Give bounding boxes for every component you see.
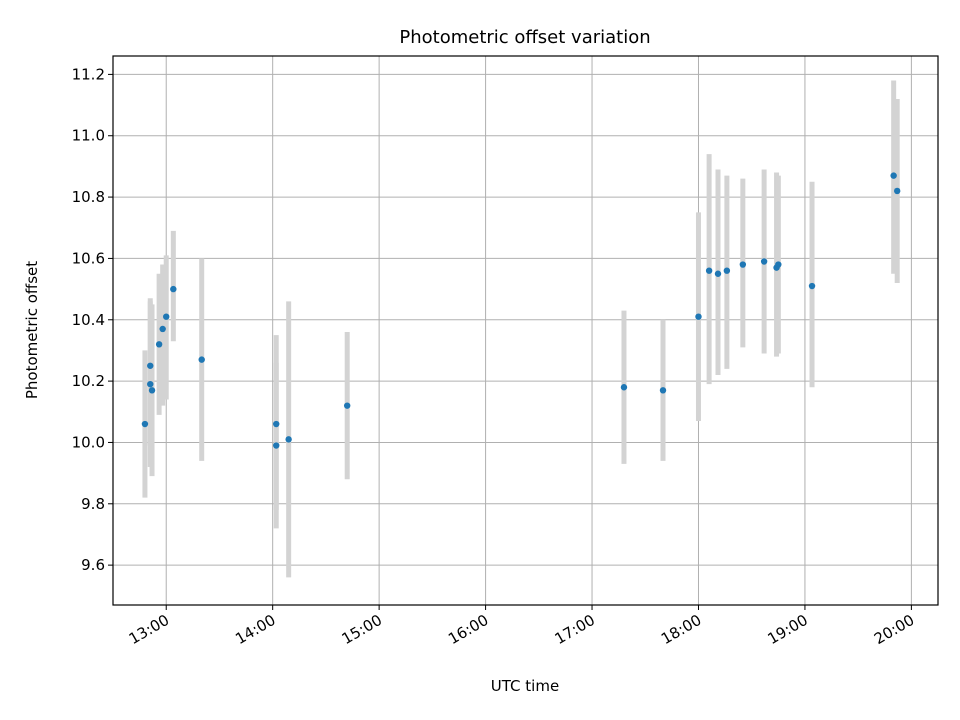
data-point (775, 261, 782, 268)
y-axis: 9.6 9.8 10.0 10.2 10.4 10.6 10.8 11.0 11.2 (72, 65, 113, 574)
y-tick-label: 9.6 (81, 556, 105, 574)
y-tick-label: 11.0 (72, 127, 105, 145)
data-point (714, 270, 722, 277)
data-point (159, 325, 166, 333)
y-tick-label: 10.0 (72, 433, 105, 451)
data-point (695, 313, 702, 320)
data-point (890, 172, 897, 179)
data-point (620, 384, 628, 391)
data-point (141, 420, 149, 428)
data-point (285, 436, 292, 443)
data-point (893, 187, 901, 195)
grid (113, 56, 938, 605)
y-tick-label: 9.8 (81, 495, 105, 513)
data-point (705, 267, 713, 274)
y-tick-label: 11.2 (72, 65, 105, 83)
data-point (198, 356, 205, 363)
data-point (760, 258, 768, 265)
data-point (739, 261, 747, 268)
data-point (808, 282, 816, 290)
data-point (148, 387, 156, 394)
data-point (155, 341, 163, 348)
y-axis-label: Photometric offset (23, 261, 41, 399)
data-point (273, 420, 280, 428)
x-axis-label: UTC time (491, 677, 559, 695)
y-tick-label: 10.6 (72, 249, 105, 267)
y-tick-label: 10.4 (72, 311, 105, 329)
data-point (147, 380, 154, 388)
data-point (163, 313, 170, 320)
data-point (170, 285, 177, 293)
data-point (659, 387, 667, 394)
chart-title: Photometric offset variation (399, 27, 650, 48)
data-point (273, 442, 280, 449)
data-point (343, 402, 351, 409)
y-tick-label: 10.2 (72, 372, 105, 390)
plot-frame (112, 55, 939, 606)
data-points (141, 172, 901, 449)
y-tick-label: 10.8 (72, 188, 105, 206)
data-point (723, 267, 731, 274)
data-point (147, 362, 154, 369)
